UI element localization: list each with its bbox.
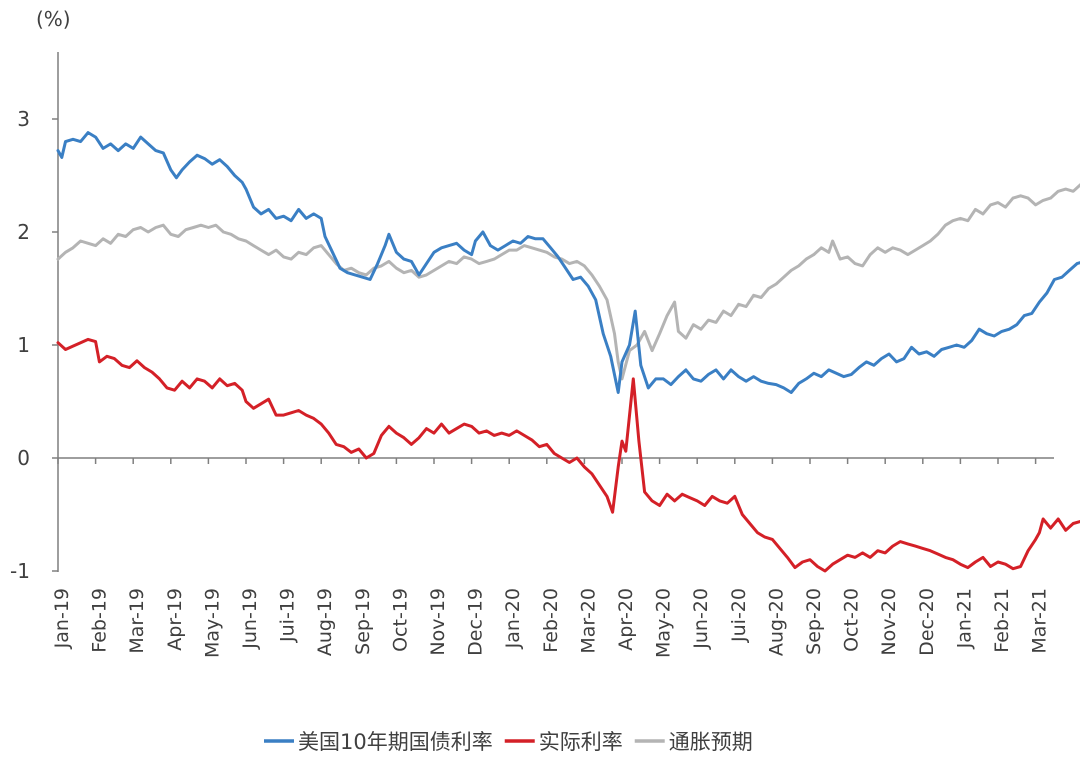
x-axis: Jan-19 Feb-19 Mar-19 Apr-19 May-19 Jun-19 Jui-… xyxy=(51,457,1054,658)
x-tick-label: Jan-20 xyxy=(502,588,524,649)
x-tick-label: Mar-20 xyxy=(577,588,599,654)
x-tick-label: Nov-19 xyxy=(427,588,449,656)
series-line xyxy=(56,131,1080,394)
x-tick-label: Mar-19 xyxy=(126,588,148,654)
x-tick-label: Apr-19 xyxy=(164,588,186,651)
series-lines xyxy=(56,131,1080,573)
legend-label: 美国10年期国债利率 xyxy=(298,730,493,754)
legend: 美国10年期国债利率 实际利率 通胀预期 xyxy=(264,730,753,754)
x-tick-label: Oct-19 xyxy=(389,588,411,652)
y-tick-label: 1 xyxy=(17,333,30,357)
y-tick-label: 0 xyxy=(17,446,30,470)
x-tick-label: Aug-19 xyxy=(314,588,336,656)
x-tick-label: Nov-20 xyxy=(878,588,900,656)
legend-label: 实际利率 xyxy=(539,730,623,754)
y-tick-label: -1 xyxy=(10,559,30,583)
series-line xyxy=(56,337,1080,573)
x-tick-label: Dec-19 xyxy=(465,588,487,656)
y-axis: -1 0 1 2 3 xyxy=(10,52,59,583)
y-tick-label: 2 xyxy=(17,220,30,244)
x-tick-label: Sep-19 xyxy=(352,588,374,655)
legend-label: 通胀预期 xyxy=(669,730,753,754)
series-line xyxy=(56,183,1080,381)
y-axis-unit-label: (%) xyxy=(36,7,71,31)
x-tick-label: Oct-20 xyxy=(841,588,863,652)
x-tick-label: Dec-20 xyxy=(916,588,938,656)
x-tick-label: Sep-20 xyxy=(803,588,825,655)
x-tick-label: Feb-19 xyxy=(89,588,111,653)
x-tick-label: Jan-21 xyxy=(953,588,975,649)
x-tick-label: Jun-20 xyxy=(690,588,712,650)
x-tick-label: Mar-21 xyxy=(1029,588,1051,654)
y-tick-label: 3 xyxy=(17,107,30,131)
x-tick-label: May-20 xyxy=(653,588,675,658)
x-tick-label: Feb-21 xyxy=(991,588,1013,653)
x-tick-label: Jui-20 xyxy=(728,588,750,643)
x-tick-label: Jun-19 xyxy=(239,588,261,650)
x-tick-label: Aug-20 xyxy=(765,588,787,656)
x-tick-label: Apr-20 xyxy=(615,588,637,651)
x-tick-label: Feb-20 xyxy=(540,588,562,653)
x-tick-label: May-19 xyxy=(201,588,223,658)
x-tick-label: Jan-19 xyxy=(51,588,73,649)
x-tick-label: Jui-19 xyxy=(277,588,299,643)
